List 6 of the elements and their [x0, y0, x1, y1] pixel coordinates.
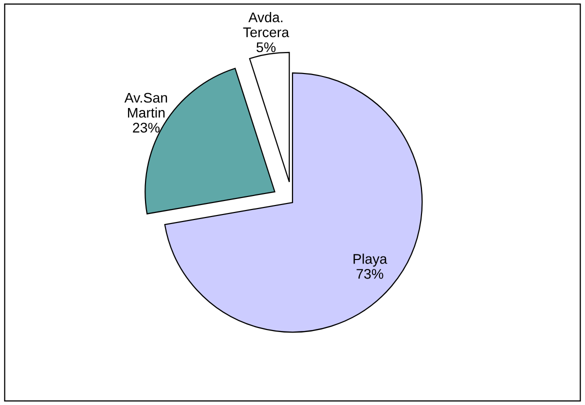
slice-label: Av.San Martin	[124, 92, 168, 118]
data-label: 5%	[256, 42, 276, 52]
data-label: 73%	[356, 268, 384, 279]
slice-label: Playa	[354, 254, 388, 267]
slice-label: Avda. Tercera	[243, 12, 290, 38]
data-label: 23%	[132, 122, 160, 133]
